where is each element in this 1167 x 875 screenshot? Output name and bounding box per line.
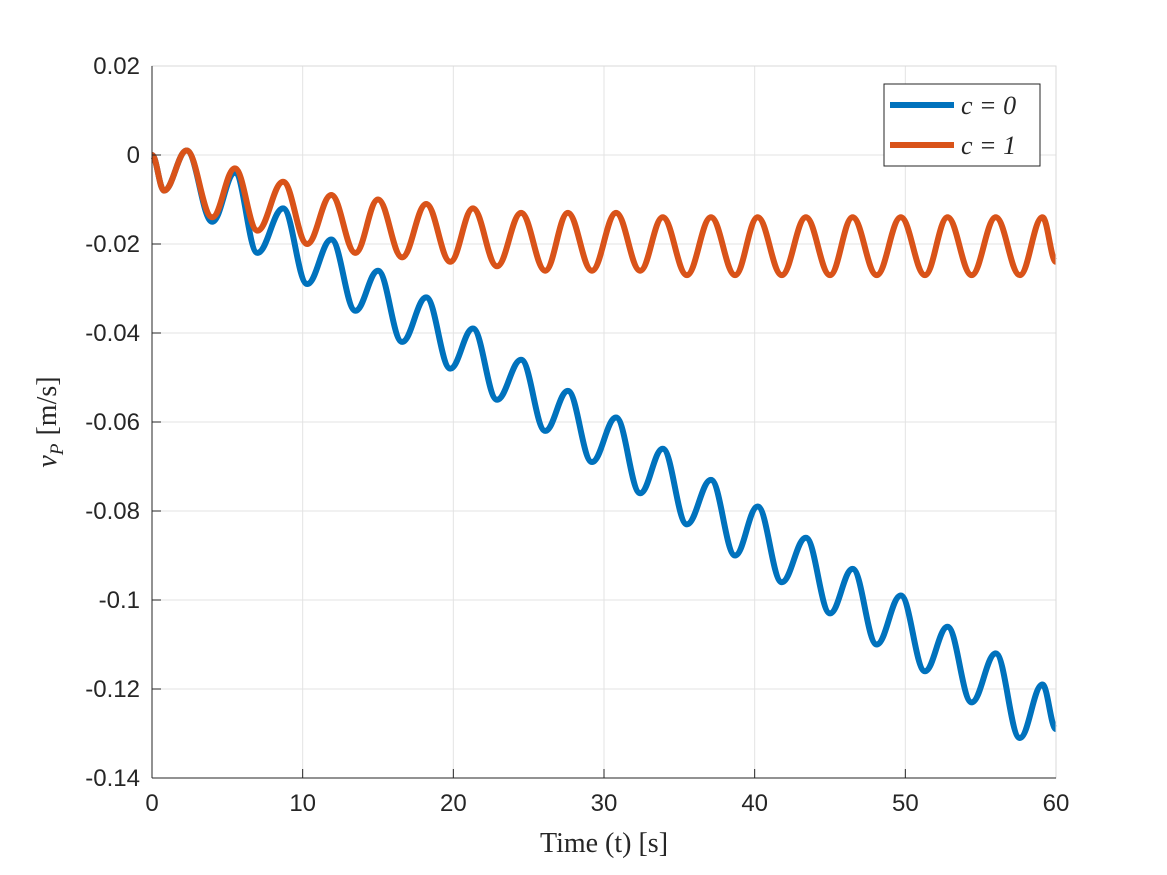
y-tick-label: -0.06 bbox=[85, 409, 140, 436]
x-axis-label: Time (t) [s] bbox=[540, 828, 668, 859]
y-tick-label: 0 bbox=[127, 142, 140, 169]
y-label-unit: [m/s] bbox=[32, 376, 63, 435]
y-tick-label: -0.04 bbox=[85, 320, 140, 347]
legend-box bbox=[883, 83, 1041, 167]
y-tick-label: -0.14 bbox=[85, 765, 140, 792]
x-tick-label: 50 bbox=[892, 790, 919, 817]
y-tick-label: -0.12 bbox=[85, 676, 140, 703]
grid bbox=[151, 65, 1057, 779]
x-tick-label: 20 bbox=[440, 790, 467, 817]
y-tick-label: -0.02 bbox=[85, 231, 140, 258]
x-tick-label: 0 bbox=[145, 790, 158, 817]
x-tick-label: 40 bbox=[741, 790, 768, 817]
y-tick-label: 0.02 bbox=[93, 53, 140, 80]
legend: c = 0 c = 1 bbox=[883, 83, 1041, 167]
y-tick-label: -0.08 bbox=[85, 498, 140, 525]
axes: -0.14 -0.12 -0.1 -0.08 -0.06 -0.04 -0.02 0 0.02 0… bbox=[85, 53, 1069, 817]
legend-label: c = 0 bbox=[961, 91, 1016, 120]
series-line bbox=[149, 147, 1059, 279]
y-axis-label: vP [m/s] bbox=[32, 376, 68, 467]
lines bbox=[149, 147, 1059, 741]
y-label-subscript: P bbox=[47, 443, 68, 456]
y-label-symbol: v bbox=[32, 455, 63, 468]
legend-label: c = 1 bbox=[961, 131, 1016, 160]
x-tick-label: 60 bbox=[1043, 790, 1070, 817]
y-tick-label: -0.1 bbox=[99, 587, 140, 614]
series-line bbox=[149, 147, 1059, 741]
x-tick-label: 30 bbox=[591, 790, 618, 817]
x-tick-label: 10 bbox=[289, 790, 316, 817]
